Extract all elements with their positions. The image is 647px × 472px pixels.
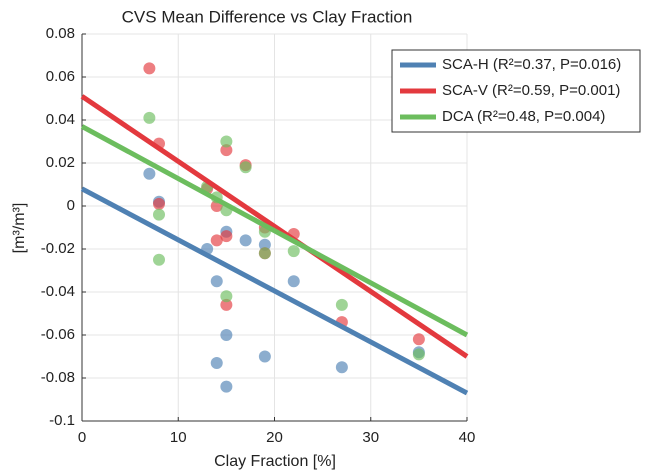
point: [239, 234, 252, 247]
y-tick-label: 0.04: [46, 111, 75, 128]
point: [412, 333, 425, 346]
x-tick-label: 20: [266, 429, 283, 446]
point: [335, 298, 348, 311]
y-tick-label: -0.02: [41, 240, 75, 257]
y-tick-label: -0.08: [41, 369, 75, 386]
fit-line: [80, 186, 469, 396]
point: [335, 361, 348, 374]
point: [239, 161, 252, 174]
x-tick-label: 40: [459, 429, 476, 446]
point: [258, 238, 271, 251]
legend-label: DCA (R²=0.48, P=0.004): [442, 108, 605, 125]
point: [143, 62, 156, 75]
legend-label: SCA-V (R²=0.59, P=0.001): [442, 82, 620, 99]
legend-label: SCA-H (R²=0.37, P=0.016): [442, 56, 621, 73]
point: [210, 356, 223, 369]
point: [143, 111, 156, 124]
x-axis-label: Clay Fraction [%]: [214, 453, 336, 470]
point: [412, 348, 425, 361]
point: [220, 144, 233, 157]
point: [258, 247, 271, 260]
y-tick-label: 0.06: [46, 68, 75, 85]
point: [220, 135, 233, 148]
point: [210, 275, 223, 288]
y-tick-label: -0.1: [49, 412, 75, 429]
point: [287, 245, 300, 258]
point: [258, 350, 271, 363]
x-tick-label: 0: [78, 429, 86, 446]
point: [210, 234, 223, 247]
y-tick-label: -0.06: [41, 326, 75, 343]
point: [220, 329, 233, 341]
chart-title: CVS Mean Difference vs Clay Fraction: [122, 7, 413, 26]
point: [220, 380, 233, 393]
point: [287, 275, 300, 288]
fit-line: [80, 124, 469, 338]
point: [153, 197, 165, 210]
y-axis-label: [m³/m³]: [11, 203, 28, 254]
fit-line: [80, 94, 469, 359]
point: [220, 230, 233, 243]
y-tick-label: -0.04: [41, 283, 75, 300]
point: [220, 290, 233, 303]
y-tick-label: 0.02: [46, 154, 75, 171]
y-tick-label: 0.08: [46, 25, 75, 42]
y-tick-label: 0: [67, 197, 75, 214]
point: [220, 298, 233, 311]
x-tick-label: 30: [362, 429, 379, 446]
x-tick-label: 10: [170, 429, 187, 446]
point: [153, 253, 165, 266]
point: [143, 167, 156, 180]
point: [153, 208, 165, 221]
